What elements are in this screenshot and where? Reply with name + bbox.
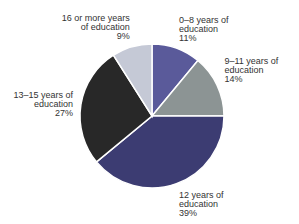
svg-text:0–8 years ofeducation11%: 0–8 years ofeducation11%: [179, 15, 229, 43]
svg-text:9–11 years ofeducation14%: 9–11 years ofeducation14%: [224, 56, 278, 84]
svg-text:12 years ofeducation39%: 12 years ofeducation39%: [179, 190, 224, 218]
svg-text:13–15 years ofeducation27%: 13–15 years ofeducation27%: [13, 89, 73, 117]
svg-text:16 or more yearsof education9%: 16 or more yearsof education9%: [62, 13, 131, 41]
